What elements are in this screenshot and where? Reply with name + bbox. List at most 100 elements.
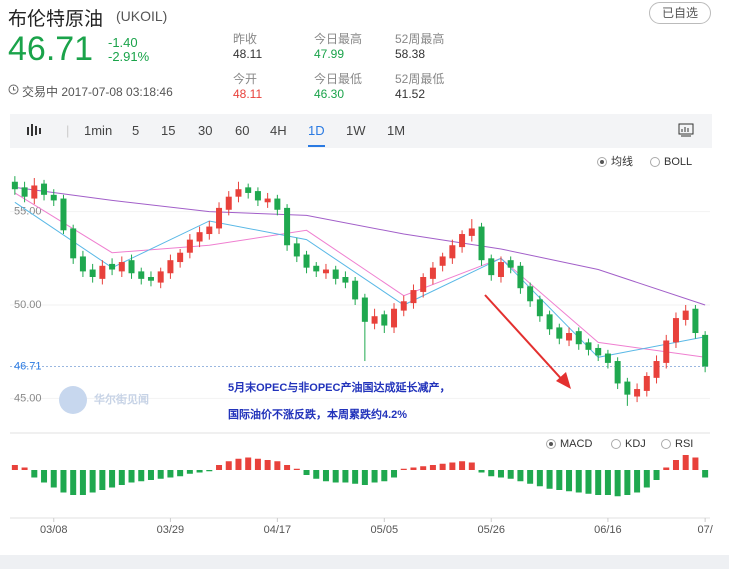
candle-body — [449, 245, 456, 259]
timeframe[interactable]: 1D — [308, 123, 325, 147]
candle-body — [147, 276, 154, 281]
candle-body — [284, 207, 291, 246]
macd-bar — [585, 470, 592, 494]
x-tick-label: 06/16 — [594, 524, 622, 536]
macd-bar — [536, 470, 543, 487]
candle-body — [371, 316, 378, 324]
candle-body — [536, 299, 543, 317]
stat-label: 52周最高 — [395, 32, 445, 46]
macd-bar — [70, 470, 77, 495]
candle-body — [488, 258, 495, 276]
candle-body — [342, 276, 349, 283]
candle-body — [254, 191, 261, 201]
legend-radio — [661, 439, 671, 449]
candle-body — [313, 265, 320, 272]
stat-value: 41.52 — [395, 87, 426, 101]
macd-bar — [410, 467, 417, 470]
candle-body — [497, 262, 504, 277]
timeframe[interactable]: 1min — [84, 123, 113, 138]
macd-bar — [157, 470, 164, 479]
macd-bar — [167, 470, 174, 478]
macd-bar — [138, 470, 145, 482]
y-tick-label: 50.00 — [14, 299, 42, 311]
price: 46.71 — [8, 30, 94, 68]
macd-bar — [11, 465, 18, 470]
macd-bar — [391, 470, 398, 478]
macd-bar — [527, 470, 534, 484]
candle-body — [624, 381, 631, 395]
ma-line — [14, 186, 706, 306]
watchlist-button[interactable]: 已自选 — [649, 2, 711, 24]
candle-body — [517, 265, 524, 289]
macd-bar — [643, 470, 650, 488]
timeframe[interactable]: 60 — [235, 123, 250, 138]
ma-line — [14, 201, 706, 358]
macd-bar — [381, 470, 388, 482]
candle-body — [361, 297, 368, 322]
macd-bar — [663, 467, 670, 470]
legend-label: KDJ — [625, 438, 646, 450]
stat: 52周最低 41.52 — [395, 72, 444, 102]
candle-body — [692, 308, 699, 334]
macd-bar — [575, 470, 582, 493]
candle-body — [595, 347, 602, 356]
candle-body — [118, 262, 125, 272]
macd-bar — [293, 468, 300, 470]
x-tick-label: 04/17 — [264, 524, 292, 536]
candle-body — [50, 194, 57, 201]
timeframe[interactable]: 15 — [161, 123, 176, 138]
timeframe[interactable]: 1W — [346, 123, 366, 138]
candle-body — [245, 187, 252, 193]
x-tick-label: 05/05 — [371, 524, 399, 536]
chart-type-icon[interactable] — [26, 123, 42, 137]
macd-bar — [21, 467, 28, 470]
candle-body — [429, 267, 436, 279]
y-tick-label: 45.00 — [14, 392, 42, 404]
x-tick-label: 03/08 — [40, 524, 68, 536]
candle-body — [459, 234, 466, 248]
candle-body — [653, 361, 660, 378]
candle-body — [410, 290, 417, 304]
settings-icon[interactable] — [678, 123, 694, 137]
legend-radio-dot — [600, 160, 604, 164]
candle-body — [196, 232, 203, 242]
x-tick-label: 05/26 — [477, 524, 505, 536]
timeframe[interactable]: 4H — [270, 123, 287, 138]
candle-body — [206, 226, 213, 235]
macd-bar — [322, 470, 329, 482]
macd-bar — [274, 461, 281, 470]
macd-bar — [604, 470, 611, 495]
candle-body — [634, 389, 641, 397]
x-tick-label: 03/29 — [157, 524, 185, 536]
timeframe[interactable]: 30 — [198, 123, 213, 138]
arrow-head — [556, 372, 571, 389]
macd-bar — [41, 470, 48, 483]
macd-bar — [235, 458, 242, 470]
timeframe[interactable]: 1M — [387, 123, 406, 138]
stat-value: 48.11 — [233, 87, 263, 101]
macd-bar — [109, 470, 116, 488]
macd-bar — [497, 470, 504, 478]
timeframe[interactable]: 5 — [132, 123, 140, 138]
macd-bar — [79, 470, 86, 495]
macd-bar — [634, 470, 641, 493]
watermark-logo — [59, 386, 87, 414]
macd-bar — [702, 470, 709, 478]
legend-radio — [650, 157, 660, 167]
stat: 今开 48.11 — [233, 72, 262, 102]
candle-body — [682, 310, 689, 320]
candle-body — [60, 198, 67, 231]
macd-bar — [556, 470, 563, 490]
macd-bar — [546, 470, 553, 489]
macd-bar — [303, 470, 310, 475]
candle-body — [157, 271, 164, 283]
macd-bar — [682, 455, 689, 470]
stat: 52周最高 58.38 — [395, 32, 444, 62]
candle-body — [546, 314, 553, 330]
macd-bar — [99, 470, 106, 490]
candle-body — [352, 280, 359, 300]
candle-body — [41, 183, 48, 195]
macd-bar — [332, 470, 339, 483]
